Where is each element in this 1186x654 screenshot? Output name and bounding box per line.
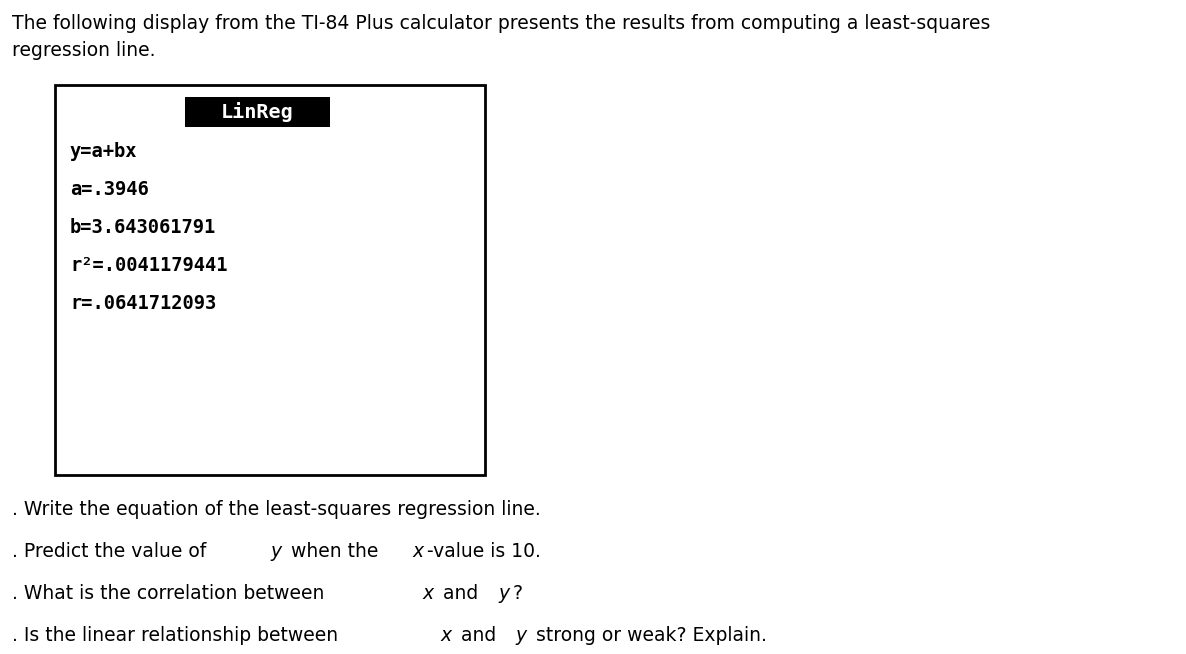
Text: and: and <box>455 626 502 645</box>
Text: The following display from the TI-84 Plus calculator presents the results from c: The following display from the TI-84 Plu… <box>12 14 990 60</box>
Text: when the: when the <box>285 542 384 561</box>
Text: y: y <box>516 626 527 645</box>
Text: x: x <box>413 542 425 561</box>
Text: x: x <box>422 584 434 603</box>
Text: . Write the equation of the least-squares regression line.: . Write the equation of the least-square… <box>12 500 541 519</box>
Bar <box>55 85 485 475</box>
Text: and: and <box>438 584 484 603</box>
Text: r²=.0041179441: r²=.0041179441 <box>70 256 228 275</box>
Text: . What is the correlation between: . What is the correlation between <box>12 584 331 603</box>
Text: LinReg: LinReg <box>221 102 294 122</box>
Text: . Is the linear relationship between: . Is the linear relationship between <box>12 626 344 645</box>
Text: . Predict the value of: . Predict the value of <box>12 542 212 561</box>
Text: y=a+bx: y=a+bx <box>70 142 138 161</box>
Text: b=3.643061791: b=3.643061791 <box>70 218 216 237</box>
Text: r=.0641712093: r=.0641712093 <box>70 294 216 313</box>
Bar <box>185 97 330 127</box>
Text: y: y <box>498 584 509 603</box>
Text: y: y <box>270 542 281 561</box>
Text: -value is 10.: -value is 10. <box>427 542 541 561</box>
Text: strong or weak? Explain.: strong or weak? Explain. <box>530 626 767 645</box>
Text: a=.3946: a=.3946 <box>70 180 148 199</box>
Text: ?: ? <box>512 584 523 603</box>
Text: x: x <box>440 626 452 645</box>
